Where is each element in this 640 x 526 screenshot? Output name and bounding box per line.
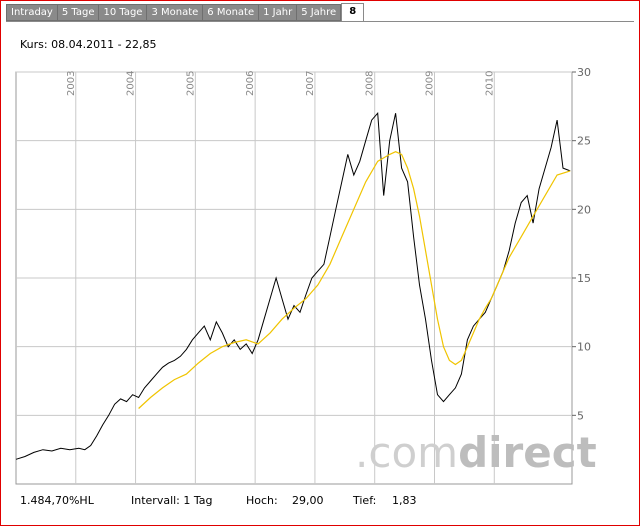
price-label: Kurs: 08.04.2011 - 22,85 xyxy=(20,38,157,51)
low-label: Tief: xyxy=(353,494,377,507)
x-axis-labels: 2003 2004 2005 2006 2007 2008 2009 2010 xyxy=(66,71,495,96)
tab-1-jahr[interactable]: 1 Jahr xyxy=(258,4,297,21)
y-tick-label: 25 xyxy=(577,135,591,148)
change-percent: 1.484,70%HL xyxy=(20,494,94,507)
high-value: 29,00 xyxy=(292,494,324,507)
y-tick-label: 5 xyxy=(577,409,584,422)
y-tick-label: 10 xyxy=(577,341,591,354)
interval-label: Intervall: 1 Tag xyxy=(131,494,213,507)
watermark-dotcom: .com xyxy=(355,428,458,477)
chart-footer: 1.484,70%HL Intervall: 1 Tag Hoch: 29,00… xyxy=(0,494,640,510)
comdirect-watermark: .comdirect xyxy=(355,428,597,477)
series-line-average xyxy=(138,151,571,409)
tab-5-tage[interactable]: 5 Tage xyxy=(56,4,99,21)
x-tick-label: 2007 xyxy=(305,71,316,96)
high-label: Hoch: xyxy=(246,494,278,507)
x-tick-label: 2006 xyxy=(245,71,256,96)
tab-underline xyxy=(6,21,634,22)
x-tick-label: 2008 xyxy=(365,71,376,96)
x-tick-label: 2010 xyxy=(484,71,495,96)
chart-series xyxy=(15,111,571,460)
watermark-direct: direct xyxy=(458,428,597,477)
y-tick-label: 20 xyxy=(577,203,591,216)
x-tick-label: 2003 xyxy=(66,71,77,96)
x-tick-label: 2009 xyxy=(424,71,435,96)
y-axis-labels: 5 10 15 20 25 30 xyxy=(577,66,591,422)
tab-10-tage[interactable]: 10 Tage xyxy=(98,4,147,21)
tab-5-jahre[interactable]: 5 Jahre xyxy=(296,4,342,21)
tab-intraday[interactable]: Intraday xyxy=(6,4,57,21)
y-tick-label: 15 xyxy=(577,272,591,285)
x-tick-label: 2005 xyxy=(185,71,196,96)
svg-text:.comdirect: .comdirect xyxy=(355,428,597,477)
tab-6-monate[interactable]: 6 Monate xyxy=(202,4,259,21)
y-tick-label: 30 xyxy=(577,66,591,79)
tab-3-monate[interactable]: 3 Monate xyxy=(146,4,203,21)
tab-8[interactable]: 8 xyxy=(341,3,365,21)
low-value: 1,83 xyxy=(392,494,417,507)
chart-grid xyxy=(16,71,576,484)
timeframe-tabs: Intraday 5 Tage 10 Tage 3 Monate 6 Monate 1 J… xyxy=(6,3,365,21)
x-tick-label: 2004 xyxy=(126,71,137,96)
